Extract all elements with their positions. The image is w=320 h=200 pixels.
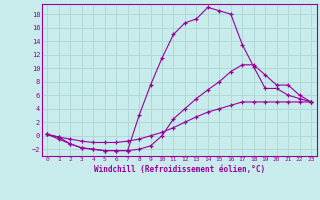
X-axis label: Windchill (Refroidissement éolien,°C): Windchill (Refroidissement éolien,°C) [94, 165, 265, 174]
